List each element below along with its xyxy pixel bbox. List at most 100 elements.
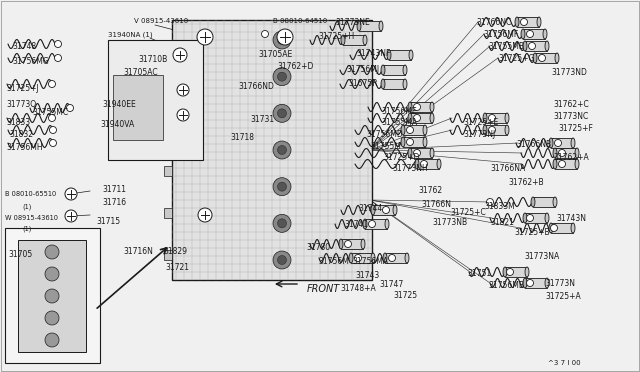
Bar bbox=[351, 253, 373, 263]
Circle shape bbox=[273, 178, 291, 196]
Text: 31748+A: 31748+A bbox=[340, 284, 376, 293]
Circle shape bbox=[559, 150, 566, 157]
Bar bbox=[164, 124, 172, 134]
Bar bbox=[517, 17, 539, 27]
Circle shape bbox=[45, 289, 59, 303]
Text: 31773NE: 31773NE bbox=[335, 18, 370, 27]
Ellipse shape bbox=[505, 113, 509, 123]
Bar bbox=[403, 137, 425, 147]
Ellipse shape bbox=[363, 219, 367, 229]
Text: B 08010-64510: B 08010-64510 bbox=[273, 18, 327, 24]
Text: 31766ND: 31766ND bbox=[238, 82, 274, 91]
Circle shape bbox=[273, 214, 291, 232]
Bar bbox=[417, 159, 439, 169]
Ellipse shape bbox=[537, 17, 541, 27]
Text: 31762+A: 31762+A bbox=[553, 153, 589, 162]
Bar bbox=[365, 219, 387, 229]
Ellipse shape bbox=[381, 79, 385, 89]
Circle shape bbox=[413, 115, 420, 122]
Circle shape bbox=[54, 41, 61, 48]
Circle shape bbox=[45, 333, 59, 347]
Bar bbox=[525, 41, 547, 51]
Text: 31821: 31821 bbox=[490, 218, 514, 227]
Circle shape bbox=[273, 141, 291, 159]
Text: 31773NH: 31773NH bbox=[392, 164, 428, 173]
Bar bbox=[523, 29, 545, 39]
Ellipse shape bbox=[403, 65, 407, 75]
Text: 31710B: 31710B bbox=[138, 55, 167, 64]
Text: 31756MD: 31756MD bbox=[366, 130, 403, 139]
Text: 31773NA: 31773NA bbox=[524, 252, 559, 261]
Bar bbox=[535, 53, 557, 63]
Text: W 08915-43610: W 08915-43610 bbox=[5, 215, 58, 221]
Ellipse shape bbox=[357, 21, 361, 31]
Circle shape bbox=[554, 140, 561, 147]
Text: 31715: 31715 bbox=[96, 217, 120, 226]
Ellipse shape bbox=[571, 223, 575, 233]
Bar bbox=[485, 125, 507, 135]
Text: 31755MB: 31755MB bbox=[488, 42, 524, 51]
Bar bbox=[551, 138, 573, 148]
Text: 31773NJ: 31773NJ bbox=[463, 130, 495, 139]
Text: (1): (1) bbox=[22, 203, 31, 209]
Circle shape bbox=[273, 68, 291, 86]
Text: 31762+C: 31762+C bbox=[553, 100, 589, 109]
Text: 31731: 31731 bbox=[250, 115, 274, 124]
Text: 31756ME: 31756ME bbox=[381, 107, 417, 116]
Bar bbox=[410, 102, 432, 112]
Ellipse shape bbox=[415, 159, 419, 169]
Ellipse shape bbox=[401, 125, 405, 135]
Text: 31780: 31780 bbox=[306, 243, 330, 252]
Circle shape bbox=[45, 311, 59, 325]
Circle shape bbox=[344, 241, 351, 247]
Bar bbox=[533, 197, 555, 207]
Circle shape bbox=[529, 42, 536, 49]
Text: 31773NB: 31773NB bbox=[432, 218, 467, 227]
Bar bbox=[359, 21, 381, 31]
Circle shape bbox=[278, 109, 287, 118]
Ellipse shape bbox=[553, 197, 557, 207]
Ellipse shape bbox=[549, 138, 553, 148]
Bar bbox=[410, 148, 432, 158]
Text: 31766NC: 31766NC bbox=[476, 18, 511, 27]
Ellipse shape bbox=[545, 278, 549, 288]
Circle shape bbox=[177, 84, 189, 96]
Ellipse shape bbox=[381, 65, 385, 75]
Ellipse shape bbox=[430, 102, 434, 112]
Circle shape bbox=[420, 160, 428, 167]
Text: 31762+B: 31762+B bbox=[508, 178, 543, 187]
Circle shape bbox=[67, 105, 74, 112]
Text: 31940NA (1): 31940NA (1) bbox=[108, 32, 152, 38]
Text: 31762: 31762 bbox=[418, 186, 442, 195]
Ellipse shape bbox=[339, 239, 343, 249]
Ellipse shape bbox=[379, 21, 383, 31]
Bar bbox=[410, 113, 432, 123]
Text: 31755MA: 31755MA bbox=[381, 118, 417, 127]
Ellipse shape bbox=[543, 29, 547, 39]
Bar bbox=[113, 75, 163, 140]
Circle shape bbox=[273, 251, 291, 269]
Circle shape bbox=[520, 19, 527, 26]
Circle shape bbox=[506, 269, 513, 276]
Text: 31744: 31744 bbox=[358, 204, 382, 213]
Ellipse shape bbox=[483, 125, 487, 135]
Text: 31705AC: 31705AC bbox=[123, 68, 157, 77]
Text: 31833: 31833 bbox=[6, 118, 30, 127]
Bar bbox=[385, 253, 407, 263]
Bar bbox=[343, 35, 365, 45]
Ellipse shape bbox=[423, 125, 427, 135]
Circle shape bbox=[383, 206, 390, 214]
Ellipse shape bbox=[483, 113, 487, 123]
Ellipse shape bbox=[523, 41, 527, 51]
Text: 31766NB: 31766NB bbox=[516, 140, 551, 149]
Circle shape bbox=[65, 210, 77, 222]
Circle shape bbox=[273, 104, 291, 122]
Circle shape bbox=[406, 126, 413, 134]
Bar bbox=[383, 65, 405, 75]
Text: 31751: 31751 bbox=[467, 269, 491, 278]
Ellipse shape bbox=[408, 113, 412, 123]
Text: 31716N: 31716N bbox=[123, 247, 153, 256]
Text: 31725+E: 31725+E bbox=[463, 118, 499, 127]
Bar bbox=[389, 50, 411, 60]
Bar bbox=[5, 228, 100, 363]
